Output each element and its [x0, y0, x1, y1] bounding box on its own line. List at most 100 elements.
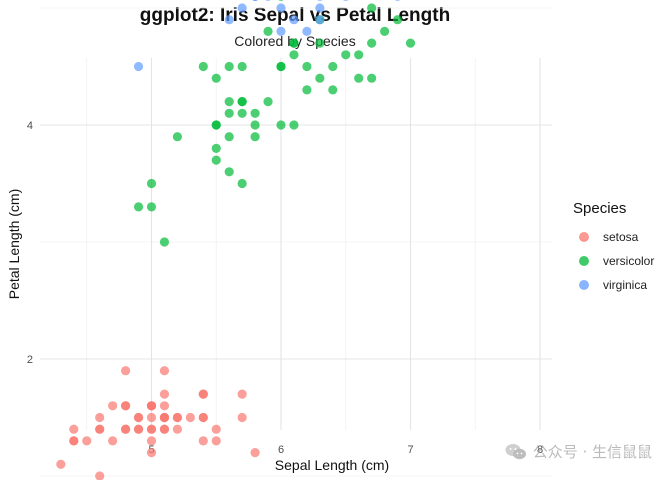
y-axis-label: Petal Length (cm) [6, 189, 22, 300]
legend-label-setosa: setosa [603, 230, 639, 244]
point-setosa [159, 412, 170, 423]
point-versicolor [289, 120, 299, 130]
point-versicolor [211, 73, 221, 83]
legend-key-virginica [579, 280, 589, 290]
point-virginica [315, 3, 325, 13]
point-setosa [159, 401, 170, 411]
point-versicolor [354, 73, 364, 83]
point-versicolor [146, 202, 157, 212]
point-versicolor [289, 50, 299, 60]
point-versicolor [224, 167, 234, 177]
point-versicolor [302, 85, 312, 95]
x-tick-label: 8 [537, 444, 543, 456]
point-virginica [315, 15, 325, 25]
y-tick-label: 4 [27, 120, 33, 132]
point-setosa [56, 459, 66, 469]
point-versicolor [237, 108, 247, 118]
point-versicolor [278, 0, 284, 1]
point-versicolor [405, 38, 416, 48]
point-setosa [211, 424, 221, 434]
point-setosa [121, 401, 131, 411]
point-setosa [108, 436, 118, 446]
point-versicolor [367, 3, 377, 13]
point-setosa [185, 412, 195, 423]
point-versicolor [211, 155, 221, 165]
legend-item-setosa: setosa [573, 225, 654, 249]
x-axis-label: Sepal Length (cm) [275, 457, 389, 473]
point-versicolor [276, 61, 286, 72]
point-setosa [146, 436, 157, 446]
point-versicolor [133, 202, 144, 212]
point-setosa [146, 424, 157, 434]
point-setosa [146, 412, 157, 423]
point-setosa [95, 471, 105, 480]
point-versicolor [224, 132, 234, 142]
point-setosa [159, 424, 170, 434]
legend-key-versicolor [579, 256, 589, 266]
point-virginica [252, 0, 258, 1]
point-setosa [198, 389, 208, 399]
x-tick-label: 7 [407, 444, 413, 456]
point-versicolor [211, 120, 221, 130]
legend-label-versicolor: versicolor [603, 254, 655, 268]
point-setosa [95, 424, 105, 434]
legend-label-virginica: virginica [603, 278, 648, 292]
point-setosa [146, 401, 157, 411]
point-versicolor [263, 26, 273, 36]
point-versicolor [224, 61, 234, 72]
point-versicolor [276, 120, 286, 130]
point-versicolor [341, 50, 351, 60]
point-setosa [69, 436, 79, 446]
legend-item-versicolor: versicolor [573, 249, 654, 273]
point-setosa [198, 412, 208, 423]
point-setosa [146, 448, 157, 458]
point-setosa [172, 424, 182, 434]
point-versicolor [198, 61, 208, 72]
point-virginica [317, 0, 323, 1]
point-setosa [198, 436, 208, 446]
point-versicolor [224, 97, 234, 107]
point-versicolor [367, 73, 377, 83]
point-virginica [237, 3, 247, 13]
point-virginica [289, 15, 299, 25]
point-versicolor [211, 143, 221, 153]
legend-key-setosa [579, 232, 589, 242]
point-virginica [276, 3, 286, 13]
point-versicolor [172, 132, 182, 142]
point-setosa [69, 424, 79, 434]
point-setosa [133, 412, 144, 423]
point-versicolor [392, 15, 403, 25]
point-versicolor [315, 73, 325, 83]
point-versicolor [263, 97, 273, 107]
point-versicolor [250, 132, 260, 142]
point-versicolor [302, 61, 312, 72]
watermark-text: 公众号 · 生信鼠鼠 [532, 443, 652, 461]
point-versicolor [328, 61, 338, 72]
point-setosa [250, 448, 260, 458]
point-versicolor [237, 178, 247, 189]
point-versicolor [250, 120, 260, 130]
point-virginica [133, 61, 144, 72]
point-versicolor [237, 61, 247, 72]
point-versicolor [224, 108, 234, 118]
point-versicolor [380, 26, 390, 36]
point-setosa [133, 424, 144, 434]
point-versicolor [159, 237, 170, 247]
point-setosa [172, 412, 182, 423]
legend-item-virginica: virginica [573, 273, 654, 297]
wechat-icon [505, 443, 526, 459]
point-virginica [302, 26, 312, 36]
point-setosa [159, 366, 170, 376]
x-tick-label: 6 [278, 444, 284, 456]
point-setosa [121, 424, 131, 434]
legend: Species setosa versicolor virginica [573, 200, 654, 297]
point-setosa [159, 389, 170, 399]
y-tick-label: 2 [27, 354, 33, 366]
point-versicolor [250, 108, 260, 118]
point-setosa [82, 436, 92, 446]
point-versicolor [146, 178, 157, 189]
legend-title: Species [573, 200, 627, 217]
point-virginica [343, 0, 349, 1]
point-virginica [276, 26, 286, 36]
